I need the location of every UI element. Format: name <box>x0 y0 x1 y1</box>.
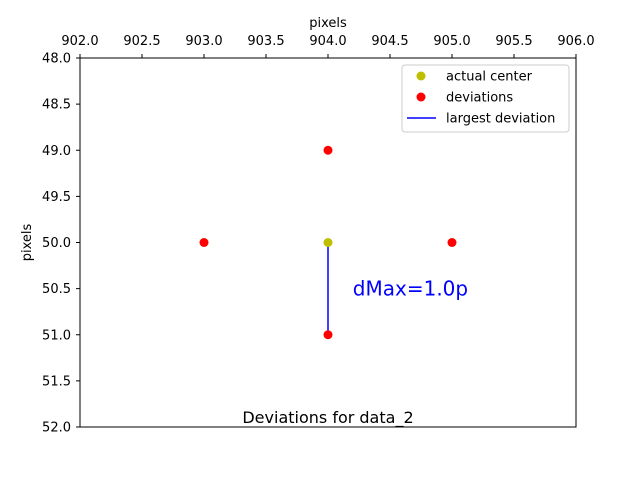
y-tick-label: 48.0 <box>42 52 71 67</box>
legend-center-swatch <box>416 71 426 81</box>
x-tick-label: 904.5 <box>371 34 408 49</box>
x-tick-label: 902.5 <box>123 34 160 49</box>
legend-box <box>401 64 570 133</box>
series-layer <box>199 145 457 340</box>
y-tick-label: 49.0 <box>42 144 71 159</box>
y-tick-label: 48.5 <box>42 98 71 113</box>
deviation-point <box>323 145 333 155</box>
legend-deviation-swatch <box>416 92 426 102</box>
legend-label: largest deviation <box>446 112 555 127</box>
chart-title: Deviations for data_2 <box>242 408 413 428</box>
x-tick-label: 905.0 <box>433 34 470 49</box>
y-tick-label: 50.0 <box>42 236 71 251</box>
legend-label: deviations <box>446 91 513 106</box>
legend: actual center deviations largest deviation <box>401 64 570 133</box>
y-axis-ticks: 48.0 48.5 49.0 49.5 50.0 50.5 51.0 51.5 52.0 <box>42 52 80 436</box>
x-axis-ticks: 902.0 902.5 903.0 903.5 904.0 904.5 905.0 905.5… <box>61 34 595 58</box>
x-tick-label: 903.0 <box>185 34 222 49</box>
x-tick-label: 906.0 <box>557 34 594 49</box>
x-tick-label: 905.5 <box>495 34 532 49</box>
x-tick-label: 903.5 <box>247 34 284 49</box>
dmax-annotation: dMax=1.0p <box>353 277 468 301</box>
x-tick-label: 904.0 <box>309 34 346 49</box>
deviation-point <box>447 238 457 247</box>
x-tick-label: 902.0 <box>61 34 98 49</box>
y-axis-label: pixels <box>20 224 35 262</box>
actual-center-point <box>323 238 333 247</box>
x-axis-label: pixels <box>309 16 347 31</box>
deviation-point <box>323 330 333 340</box>
legend-label: actual center <box>446 70 533 85</box>
y-tick-label: 51.5 <box>42 374 71 389</box>
y-tick-label: 51.0 <box>42 328 71 343</box>
y-tick-label: 50.5 <box>42 282 71 297</box>
deviation-point <box>199 238 209 247</box>
y-tick-label: 52.0 <box>42 421 71 436</box>
y-tick-label: 49.5 <box>42 190 71 205</box>
